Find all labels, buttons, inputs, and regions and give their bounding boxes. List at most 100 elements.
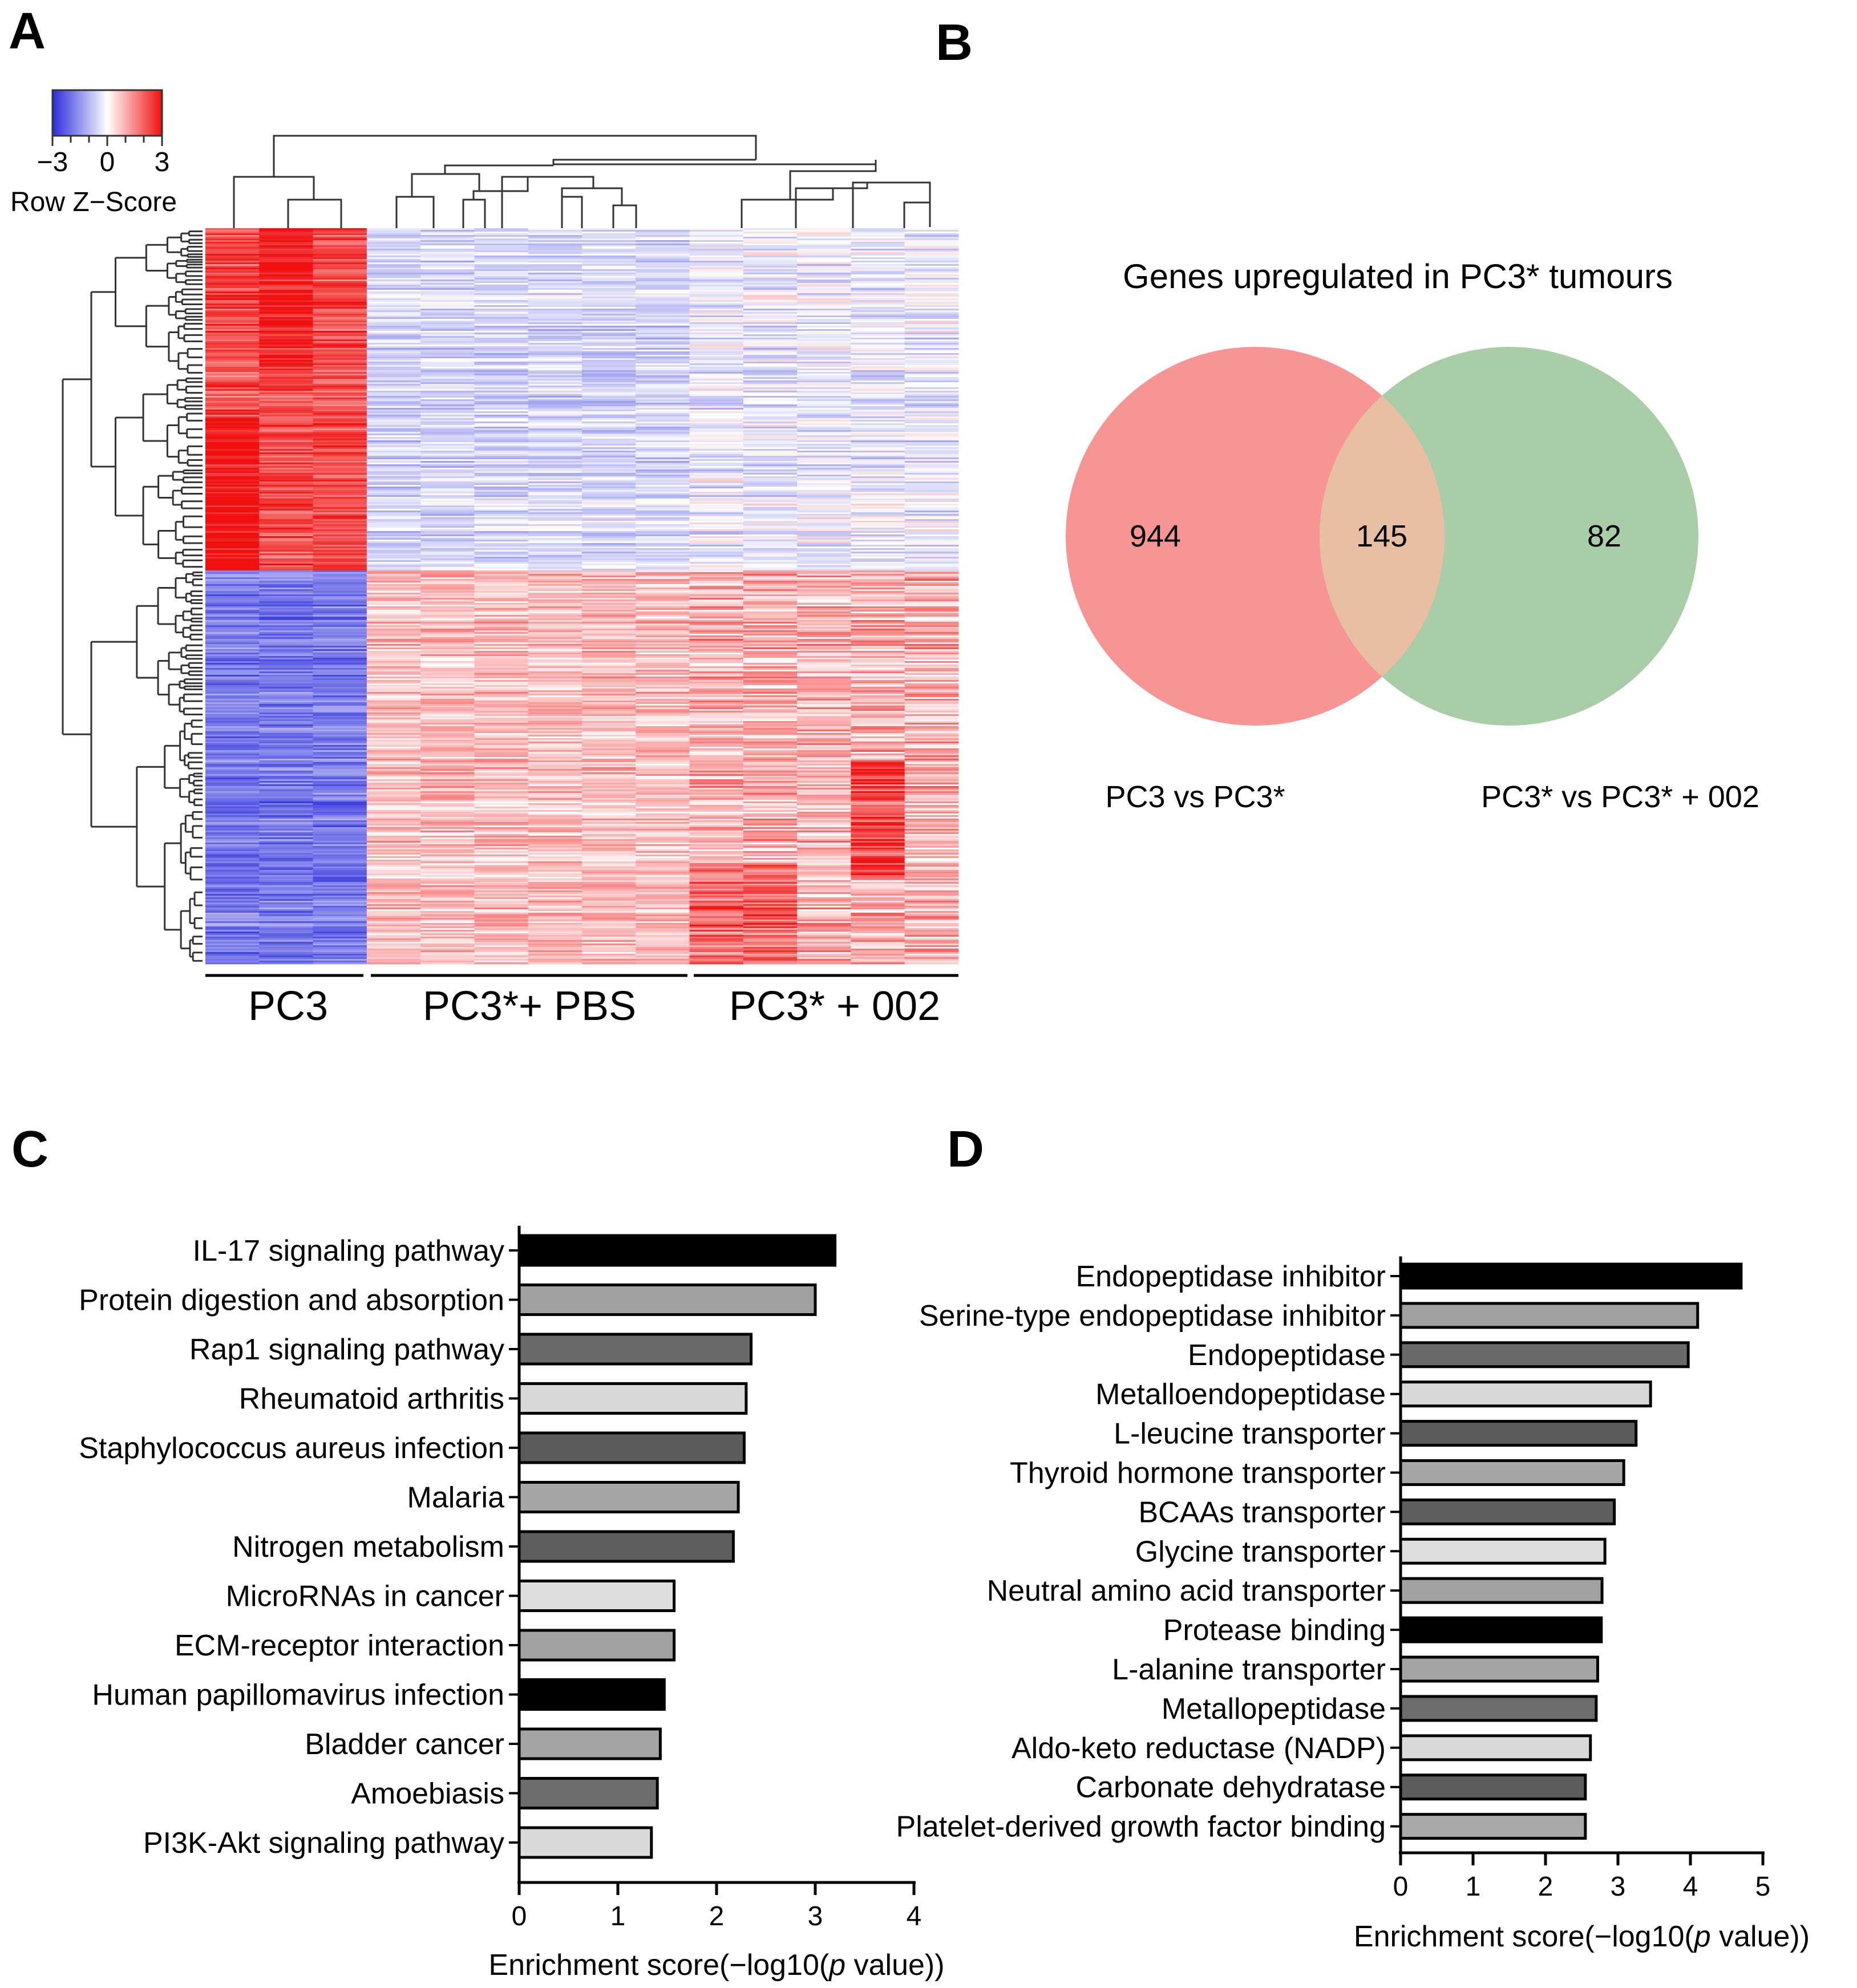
heatmap-cell (528, 408, 582, 410)
heatmap-cell (689, 254, 744, 256)
heatmap-cell (474, 283, 529, 285)
heatmap-cell (313, 459, 367, 461)
heatmap-cell (313, 293, 367, 295)
heatmap-cell (205, 692, 260, 694)
heatmap-cell (904, 574, 959, 576)
heatmap-cell (474, 754, 529, 756)
heatmap-cell (851, 384, 905, 386)
heatmap-cell (528, 584, 582, 586)
heatmap-cell (313, 370, 367, 373)
heatmap-cell (205, 689, 260, 691)
heatmap-cell (313, 240, 367, 242)
heatmap-cell (904, 399, 959, 402)
heatmap-cell (474, 490, 529, 492)
heatmap-cell (474, 261, 529, 263)
heatmap-cell (689, 463, 744, 465)
heatmap-cell (743, 759, 798, 761)
heatmap-cell (366, 363, 421, 366)
heatmap-cell (636, 577, 690, 580)
heatmap-cell (474, 726, 529, 728)
heatmap-cell (636, 772, 690, 775)
heatmap-cell (582, 309, 636, 311)
heatmap-cell (474, 514, 529, 516)
heatmap-cell (259, 303, 314, 306)
heatmap-cell (636, 697, 690, 699)
heatmap-cell (474, 553, 529, 556)
heatmap-cell (851, 678, 905, 681)
heatmap-cell (636, 276, 690, 278)
heatmap-cell (474, 416, 529, 419)
heatmap-cell (743, 276, 798, 278)
heatmap-cell (904, 714, 959, 716)
heatmap-cell (689, 476, 744, 479)
heatmap-cell (366, 618, 421, 621)
heatmap-cell (689, 677, 744, 679)
heatmap-cell (259, 659, 314, 662)
heatmap-cell (636, 401, 690, 403)
heatmap-cell (366, 312, 421, 314)
heatmap-cell (366, 546, 421, 549)
heatmap-cell (582, 476, 636, 479)
heatmap-cell (582, 565, 636, 568)
heatmap-cell (528, 303, 582, 306)
heatmap-cell (474, 410, 529, 412)
heatmap-cell (743, 278, 798, 280)
heatmap-cell (689, 695, 744, 698)
heatmap-cell (904, 478, 959, 480)
heatmap-cell (689, 357, 744, 359)
heatmap-cell (205, 276, 260, 278)
heatmap-cell (636, 600, 690, 602)
heatmap-cell (797, 767, 851, 770)
heatmap-cell (528, 712, 582, 715)
heatmap-cell (366, 567, 421, 569)
heatmap-cell (205, 774, 260, 776)
heatmap-cell (904, 456, 959, 458)
heatmap-cell (797, 411, 851, 414)
heatmap-cell (205, 593, 260, 595)
heatmap-cell (313, 259, 367, 261)
heatmap-cell (851, 499, 905, 501)
heatmap-cell (851, 637, 905, 639)
heatmap-cell (528, 468, 582, 470)
heatmap-cell (474, 572, 529, 574)
heatmap-cell (743, 748, 798, 751)
heatmap-cell (904, 524, 959, 527)
heatmap-cell (797, 764, 851, 766)
heatmap-cell (689, 545, 744, 547)
heatmap-cell (313, 283, 367, 285)
heatmap-cell (904, 735, 959, 737)
heatmap-cell (205, 369, 260, 371)
heatmap-cell (851, 430, 905, 432)
heatmap-cell (689, 656, 744, 658)
heatmap-cell (313, 319, 367, 321)
heatmap-cell (743, 379, 798, 381)
heatmap-cell (366, 331, 421, 333)
heatmap-cell (636, 615, 690, 617)
heatmap-cell (904, 610, 959, 612)
heatmap-cell (904, 297, 959, 299)
heatmap-cell (420, 712, 475, 715)
heatmap-cell (689, 264, 744, 266)
heatmap-cell (313, 410, 367, 412)
heatmap-cell (851, 694, 905, 696)
heatmap-cell (689, 647, 744, 650)
heatmap-cell (313, 440, 367, 443)
heatmap-cell (205, 612, 260, 614)
heatmap-cell (474, 588, 529, 590)
heatmap-cell (528, 714, 582, 716)
heatmap-cell (851, 403, 905, 405)
heatmap-cell (689, 659, 744, 662)
heatmap-cell (636, 380, 690, 383)
heatmap-cell (474, 286, 529, 289)
heatmap-cell (904, 668, 959, 670)
heatmap-cell (420, 742, 475, 744)
heatmap-cell (636, 567, 690, 569)
heatmap-cell (420, 249, 475, 251)
heatmap-cell (420, 774, 475, 776)
heatmap-cell (636, 747, 690, 749)
heatmap-cell (582, 608, 636, 610)
heatmap-cell (743, 372, 798, 374)
heatmap-cell (797, 658, 851, 660)
heatmap-cell (313, 653, 367, 655)
heatmap-cell (582, 759, 636, 761)
